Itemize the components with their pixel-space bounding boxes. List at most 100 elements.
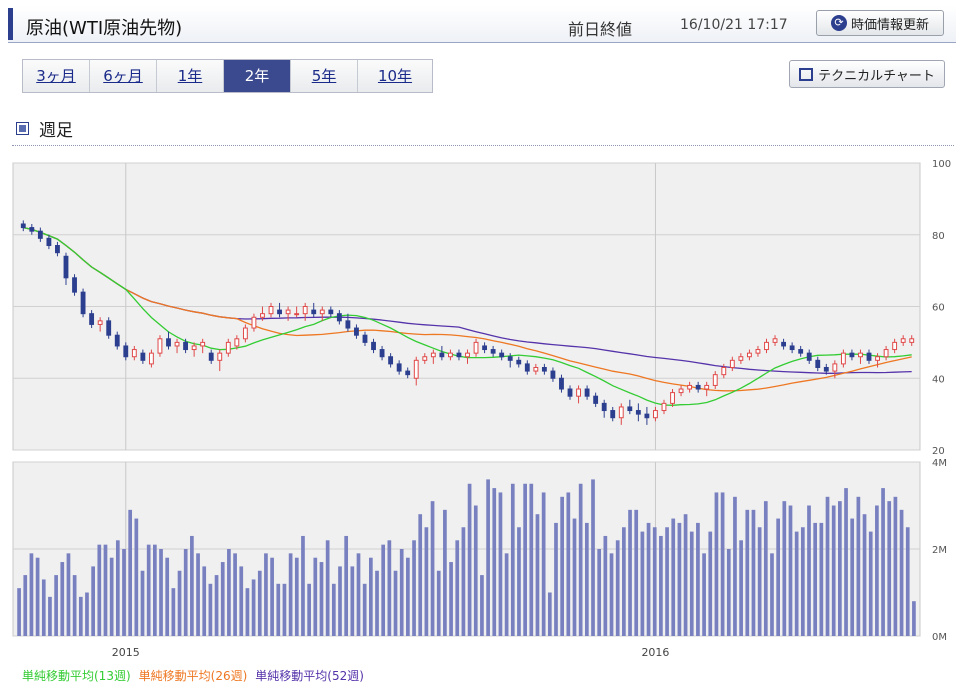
candle-body <box>430 352 436 358</box>
volume-bar <box>813 522 818 636</box>
volume-bar <box>239 566 244 636</box>
volume-bar <box>202 566 207 636</box>
candle-body <box>285 309 291 315</box>
tab-4[interactable]: 5年 <box>291 60 358 92</box>
volume-bar <box>646 522 651 636</box>
candle-body <box>268 306 274 315</box>
volume-bar <box>473 505 478 636</box>
volume-bar <box>899 509 904 636</box>
candle-body <box>208 352 214 361</box>
volume-bar <box>714 492 719 636</box>
volume-bar <box>140 570 145 636</box>
volume-bar <box>122 549 126 636</box>
volume-bar <box>350 566 355 636</box>
candle-body <box>823 366 829 372</box>
candle-body <box>892 341 898 351</box>
volume-bar <box>171 588 176 636</box>
volume-bar <box>628 509 632 636</box>
volume-bar <box>159 549 163 636</box>
candle-body <box>72 277 77 293</box>
candle-body <box>277 309 282 315</box>
volume-bar <box>708 531 713 636</box>
volume-bar <box>455 540 460 636</box>
candle-body <box>447 352 453 358</box>
candle-body <box>584 388 590 397</box>
tab-2[interactable]: 1年 <box>157 60 224 92</box>
candle-body <box>541 366 547 372</box>
candle-body <box>234 338 240 347</box>
candle-body <box>396 363 402 372</box>
candle-body <box>524 363 530 372</box>
volume-bar <box>905 527 910 636</box>
volume-bar <box>233 553 237 636</box>
volume-bar <box>591 479 595 636</box>
candle-body <box>29 227 35 232</box>
candle-body <box>533 366 539 372</box>
volume-bar <box>912 601 916 636</box>
volume-bar <box>572 518 577 636</box>
refresh-icon: ⟳ <box>830 15 847 31</box>
candle-body <box>140 352 146 361</box>
candle-body <box>114 334 120 347</box>
candle-body <box>670 392 675 404</box>
candle-body <box>490 349 496 354</box>
volume-bar <box>356 553 361 636</box>
candle-body <box>883 349 889 358</box>
volume-tick-label: 4M <box>932 458 947 469</box>
volume-bar <box>757 527 762 636</box>
volume-bar <box>480 575 484 636</box>
volume-bar <box>578 483 583 636</box>
page-title: 原油(WTI原油先物) <box>26 18 183 39</box>
candle-body <box>131 349 137 358</box>
volume-bar <box>498 492 503 636</box>
candle-body <box>738 356 744 361</box>
candle-body <box>567 388 573 397</box>
price-tick-label: 100 <box>932 159 951 170</box>
volume-bar <box>214 575 219 636</box>
candle-body <box>482 345 488 351</box>
candle-body <box>379 349 385 358</box>
tab-3[interactable]: 2年 <box>224 60 291 92</box>
volume-bar <box>467 483 472 636</box>
volume-bar <box>541 492 546 636</box>
volume-bar <box>763 501 768 636</box>
price-tick-label: 60 <box>932 303 945 314</box>
candle-body <box>721 366 727 376</box>
volume-bar <box>103 544 108 636</box>
volume-bar <box>307 583 311 636</box>
candle-body <box>610 410 616 419</box>
update-quote-button[interactable]: ⟳ 時価情報更新 <box>816 10 944 36</box>
volume-bar <box>399 549 404 636</box>
candle-body <box>593 395 599 404</box>
volume-bar <box>313 557 318 636</box>
tab-5[interactable]: 10年 <box>358 60 432 92</box>
volume-bar <box>418 514 423 636</box>
volume-bar <box>430 501 435 636</box>
volume-bar <box>671 518 676 636</box>
volume-bar <box>257 570 262 636</box>
candle-body <box>55 245 60 254</box>
volume-bar <box>677 522 682 636</box>
candle-body <box>336 313 342 322</box>
volume-bar <box>659 535 663 636</box>
volume-bar <box>344 535 349 636</box>
volume-bar <box>196 553 200 636</box>
volume-tick-label: 0M <box>932 632 947 643</box>
volume-bar <box>609 553 614 636</box>
volume-bar <box>893 496 898 636</box>
tab-1[interactable]: 6ヶ月 <box>90 60 157 92</box>
tab-0[interactable]: 3ヶ月 <box>23 60 90 92</box>
volume-bar <box>183 549 188 636</box>
volume-bar <box>294 557 299 636</box>
volume-bar <box>17 588 21 636</box>
volume-bar <box>301 535 305 636</box>
candle-body <box>635 410 641 415</box>
technical-chart-button[interactable]: テクニカルチャート <box>789 60 945 88</box>
volume-bar <box>245 588 250 636</box>
volume-bar <box>770 553 774 636</box>
volume-bar <box>412 540 416 636</box>
candle-body <box>46 237 52 247</box>
candle-body <box>260 313 265 318</box>
candle-body <box>302 306 308 315</box>
